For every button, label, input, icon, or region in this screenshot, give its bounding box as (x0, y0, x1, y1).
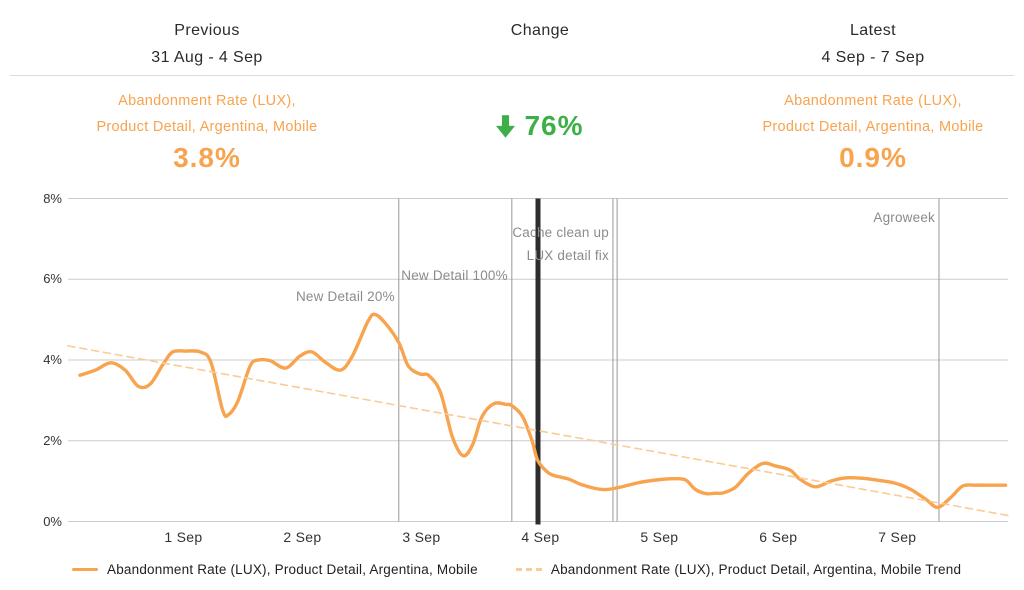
latest-metric: Abandonment Rate (LUX), Product Detail, … (693, 88, 1024, 174)
x-axis-tick-4-Sep: 4 Sep (521, 529, 560, 545)
change-header: Change (440, 17, 640, 44)
previous-label: Previous (174, 22, 240, 39)
y-axis-tick-2%: 2% (43, 432, 62, 448)
latest-label: Latest (850, 22, 896, 39)
previous-date-range: 31 Aug - 4 Sep (151, 49, 263, 66)
latest-metric-value: 0.9% (839, 142, 907, 173)
legend-item-trend[interactable]: Abandonment Rate (LUX), Product Detail, … (515, 562, 962, 577)
abandonment-rate-series (78, 312, 1008, 510)
header-divider (10, 75, 1014, 76)
dashed-line-swatch-icon (515, 568, 542, 571)
change-metric: 76% (440, 110, 640, 143)
previous-metric: Abandonment Rate (LUX), Product Detail, … (27, 88, 387, 174)
y-axis-tick-4%: 4% (43, 352, 62, 367)
change-label: Change (510, 22, 570, 39)
previous-metric-value: 3.8% (173, 142, 241, 173)
previous-period-header: Previous 31 Aug - 4 Sep (27, 17, 387, 71)
latest-period-header: Latest 4 Sep - 7 Sep (693, 17, 1024, 71)
legend-item-series[interactable]: Abandonment Rate (LUX), Product Detail, … (72, 562, 478, 577)
previous-metric-name-line2: Product Detail, Argentina, Mobile (96, 119, 318, 135)
latest-metric-name-line2: Product Detail, Argentina, Mobile (762, 119, 984, 135)
x-axis-tick-3-Sep: 3 Sep (402, 529, 441, 545)
trend-line-series (67, 345, 1009, 517)
event-annotation-label: Cache clean up LUX detail fix (512, 225, 609, 263)
previous-metric-name-line1: Abandonment Rate (LUX), (118, 93, 296, 109)
x-axis-tick-2-Sep: 2 Sep (283, 529, 322, 545)
latest-metric-name-line1: Abandonment Rate (LUX), (784, 93, 962, 109)
legend-series-label: Abandonment Rate (LUX), Product Detail, … (107, 562, 478, 577)
legend-trend-label: Abandonment Rate (LUX), Product Detail, … (550, 562, 962, 577)
x-axis-tick-6-Sep: 6 Sep (759, 529, 798, 545)
event-annotation-label: New Detail 100% (401, 268, 508, 283)
event-annotation-label: Agroweek (873, 210, 935, 225)
latest-date-range: 4 Sep - 7 Sep (821, 49, 925, 66)
event-annotation-label: New Detail 20% (295, 289, 395, 304)
x-axis-tick-1-Sep: 1 Sep (164, 529, 203, 545)
change-metric-value: 76% (524, 110, 584, 141)
x-axis-tick-7-Sep: 7 Sep (878, 529, 917, 545)
solid-line-swatch-icon (72, 568, 98, 571)
y-axis-tick-6%: 6% (43, 271, 62, 287)
arrow-down-icon (496, 114, 516, 138)
x-axis-tick-5-Sep: 5 Sep (640, 529, 679, 545)
chart-legend: Abandonment Rate (LUX), Product Detail, … (72, 562, 961, 577)
y-axis-tick-0%: 0% (43, 513, 62, 529)
y-axis-tick-8%: 8% (43, 190, 62, 206)
